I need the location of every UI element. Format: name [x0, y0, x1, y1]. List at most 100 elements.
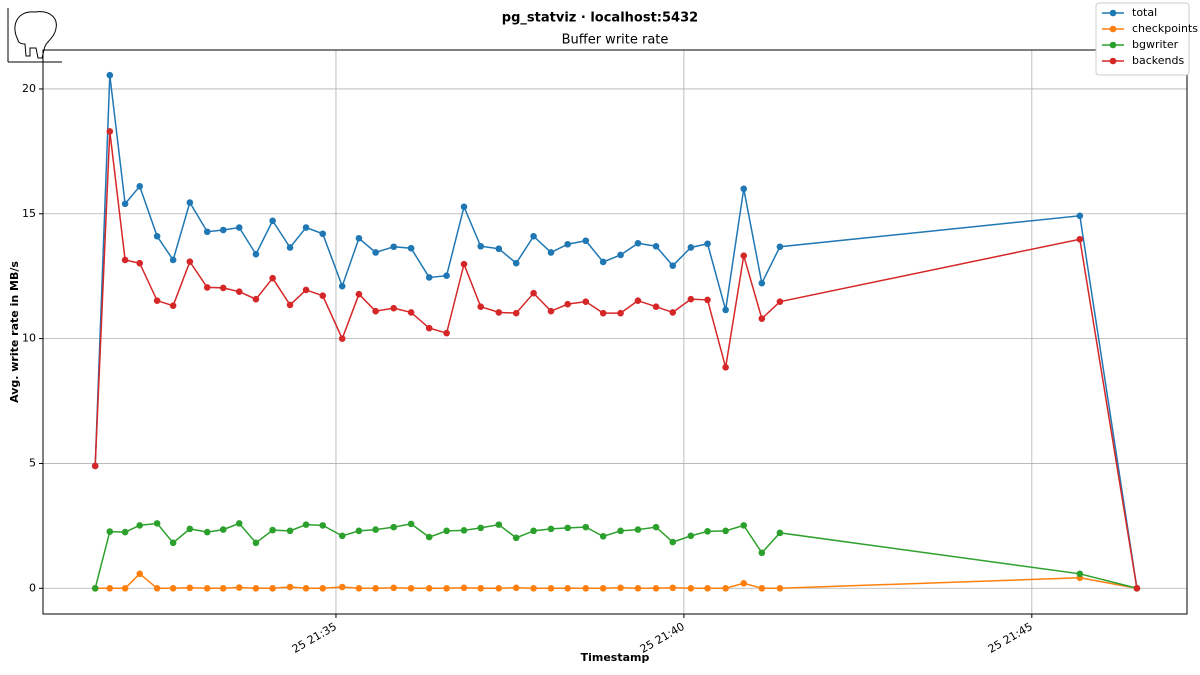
- point: [582, 237, 590, 245]
- point: [512, 309, 520, 317]
- legend-marker: [1109, 41, 1117, 49]
- point: [582, 523, 590, 531]
- point: [338, 583, 346, 591]
- point: [186, 584, 194, 592]
- point: [425, 584, 433, 592]
- point: [372, 307, 379, 315]
- point: [106, 71, 114, 79]
- point: [564, 300, 571, 308]
- point: [136, 183, 144, 190]
- point: [1076, 570, 1084, 578]
- point: [338, 282, 346, 290]
- x-tick-label: 25 21:45: [986, 620, 1035, 656]
- point: [512, 584, 520, 592]
- point: [390, 523, 398, 531]
- point: [634, 239, 642, 247]
- point: [319, 292, 327, 299]
- point: [443, 272, 450, 279]
- point: [740, 185, 748, 193]
- point: [269, 217, 276, 225]
- point: [235, 288, 243, 295]
- point: [269, 274, 276, 282]
- point: [390, 584, 398, 592]
- series-line: [94, 131, 1138, 589]
- plot-frame: [42, 49, 1188, 615]
- legend-marker: [1109, 57, 1117, 65]
- point: [106, 528, 114, 535]
- point: [704, 240, 711, 248]
- point: [460, 260, 468, 268]
- point: [390, 304, 398, 312]
- logo: [7, 8, 62, 63]
- point: [355, 527, 363, 535]
- point: [495, 521, 503, 528]
- point: [302, 521, 310, 528]
- legend-marker: [1109, 9, 1117, 17]
- x-axis-label: Timestamp: [581, 651, 650, 664]
- point: [302, 584, 310, 592]
- point: [1076, 235, 1084, 243]
- point: [460, 527, 468, 534]
- point: [121, 528, 129, 536]
- point: [106, 584, 114, 592]
- point: [121, 256, 129, 264]
- point: [121, 200, 129, 208]
- series-line: [94, 75, 1138, 589]
- point: [203, 228, 211, 236]
- point: [776, 298, 784, 305]
- point: [634, 297, 642, 304]
- point: [443, 329, 450, 337]
- point: [582, 298, 590, 305]
- point: [722, 527, 729, 535]
- point: [169, 302, 177, 309]
- point: [687, 532, 695, 540]
- point: [530, 289, 537, 297]
- point: [669, 309, 677, 316]
- chart-subtitle: Buffer write rate: [562, 33, 669, 48]
- point: [582, 584, 590, 592]
- point: [704, 584, 711, 592]
- point: [338, 335, 346, 342]
- point: [1133, 584, 1141, 592]
- point: [425, 324, 433, 332]
- legend-label: bgwriter: [1132, 38, 1179, 51]
- point: [758, 279, 766, 287]
- point: [186, 199, 194, 206]
- legend-label: checkpoints: [1132, 22, 1198, 35]
- point: [219, 584, 227, 592]
- point: [136, 522, 144, 529]
- x-tick-label: 25 21:35: [290, 620, 339, 656]
- point: [186, 258, 194, 266]
- point: [547, 307, 555, 315]
- point: [407, 244, 415, 252]
- point: [235, 584, 243, 591]
- point: [722, 306, 729, 314]
- point: [91, 462, 99, 470]
- x-tick-label: 25 21:40: [638, 620, 687, 656]
- point: [319, 522, 327, 529]
- point: [372, 584, 379, 592]
- legend-box: [1095, 2, 1190, 76]
- point: [599, 309, 607, 317]
- point: [530, 584, 537, 592]
- point: [547, 525, 555, 533]
- point: [355, 584, 363, 592]
- point: [652, 584, 660, 592]
- point: [153, 232, 161, 240]
- point: [338, 532, 346, 540]
- point: [153, 520, 161, 527]
- point: [235, 520, 243, 527]
- point: [758, 549, 766, 557]
- legend-label: backends: [1132, 54, 1184, 67]
- point: [652, 242, 660, 250]
- point: [186, 525, 194, 533]
- point: [302, 224, 310, 231]
- chart-title: pg_statviz · localhost:5432: [502, 11, 698, 26]
- point: [617, 251, 624, 259]
- point: [776, 243, 784, 251]
- point: [390, 243, 398, 251]
- point: [776, 529, 784, 537]
- point: [477, 303, 484, 310]
- point: [319, 230, 327, 238]
